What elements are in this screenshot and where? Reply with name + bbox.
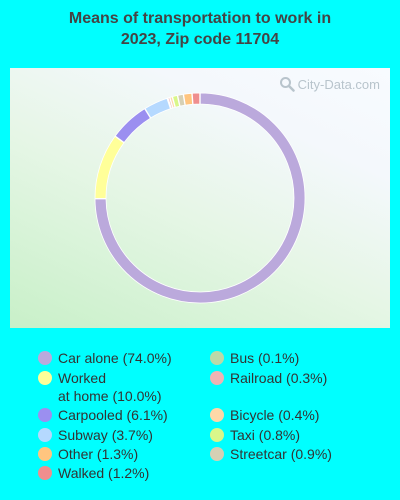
plot-area: City-Data.com <box>10 68 390 328</box>
legend-label: Bicycle (0.4%) <box>230 407 320 423</box>
legend-label: Taxi (0.8%) <box>230 427 301 443</box>
legend-item: Taxi (0.8%) <box>210 426 300 444</box>
chart-title-line-2: 2023, Zip code 11704 <box>120 31 280 48</box>
legend-swatch <box>210 408 224 422</box>
donut-slice <box>94 135 125 199</box>
donut-slice <box>183 92 193 106</box>
legend-swatch <box>38 466 52 480</box>
donut-chart <box>94 92 306 304</box>
legend-swatch <box>38 371 52 385</box>
legend-item: Bicycle (0.4%) <box>210 406 319 424</box>
chart-title-line-1: Means of transportation to work in <box>68 10 332 27</box>
donut-slice <box>177 93 186 107</box>
donut-slice <box>94 92 306 304</box>
legend-label: Subway (3.7%) <box>58 427 153 443</box>
legend-label: Streetcar (0.9%) <box>230 446 332 462</box>
legend-swatch <box>210 371 224 385</box>
legend-swatch <box>38 351 52 365</box>
legend-swatch <box>210 351 224 365</box>
legend-label: Carpooled (6.1%) <box>58 407 168 423</box>
legend-item: Carpooled (6.1%) <box>38 406 168 424</box>
legend-label: Railroad (0.3%) <box>230 370 328 386</box>
watermark: City-Data.com <box>279 76 380 92</box>
legend-item: Worked at home (10.0%) <box>38 369 162 405</box>
legend-label: Car alone (74.0%) <box>58 350 172 366</box>
watermark-text: City-Data.com <box>297 76 380 92</box>
legend-item: Car alone (74.0%) <box>38 349 172 367</box>
legend-label: Other (1.3%) <box>58 446 139 462</box>
donut-slice <box>167 97 174 109</box>
legend-item: Walked (1.2%) <box>38 464 149 482</box>
legend-item: Subway (3.7%) <box>38 426 153 444</box>
legend-swatch <box>210 428 224 442</box>
legend-item: Railroad (0.3%) <box>210 369 327 387</box>
legend-label: Walked (1.2%) <box>58 465 150 481</box>
donut-slice <box>166 97 172 110</box>
magnifier-icon <box>279 77 295 92</box>
donut-slice <box>191 92 201 105</box>
donut-slice <box>144 97 171 119</box>
legend-swatch <box>210 447 224 461</box>
legend-item: Streetcar (0.9%) <box>210 445 332 463</box>
donut-slice <box>169 96 176 109</box>
legend-label: Bus (0.1%) <box>230 350 300 366</box>
legend-swatch <box>38 428 52 442</box>
legend-item: Other (1.3%) <box>38 445 138 463</box>
legend-swatch <box>38 447 52 461</box>
legend-label: Worked at home (10.0%) <box>58 370 162 404</box>
legend-item: Bus (0.1%) <box>210 349 299 367</box>
donut-slice <box>172 95 181 108</box>
legend-swatch <box>38 408 52 422</box>
chart-title: Means of transportation to work in 2023,… <box>0 8 400 50</box>
donut-slice <box>114 108 151 143</box>
